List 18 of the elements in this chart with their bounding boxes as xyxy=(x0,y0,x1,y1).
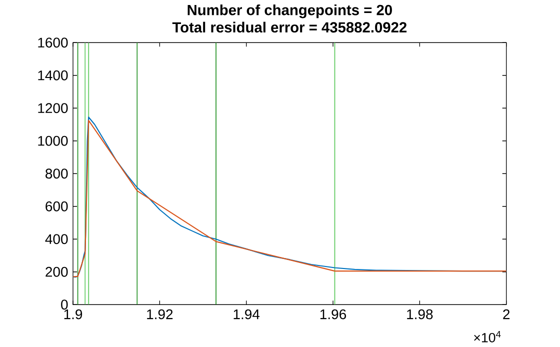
y-tick-label: 1200 xyxy=(38,103,68,114)
y-tick-label: 1000 xyxy=(38,136,68,146)
x-tick-label: 2 xyxy=(503,309,510,320)
y-tick-label: 800 xyxy=(46,168,68,179)
chart-title: Number of changepoints = 20 xyxy=(188,4,392,18)
y-tick-label: 1600 xyxy=(38,38,68,48)
x-tick-label: 1.92 xyxy=(147,309,173,320)
y-tick-label: 400 xyxy=(45,234,68,244)
y-tick-label: 600 xyxy=(46,202,68,212)
x-tick-label: 1.96 xyxy=(320,309,346,320)
y-tick-label: 200 xyxy=(46,267,68,277)
y-tick-label: 0 xyxy=(61,300,68,310)
chart-subtitle: Total residual error = 435882.0922 xyxy=(172,22,407,33)
y-tick-label: 1400 xyxy=(38,70,68,80)
x-tick-label: 1.94 xyxy=(234,309,260,320)
x-tick-label: 1.98 xyxy=(407,309,433,320)
x-tick-label: 1.9 xyxy=(64,309,82,320)
text: ×10$^{4}$ xyxy=(474,331,501,342)
